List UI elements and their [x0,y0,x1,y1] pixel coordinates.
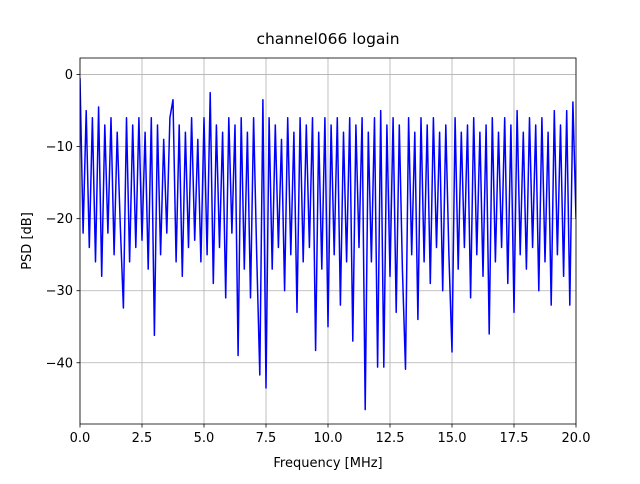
x-tick-label: 5.0 [194,431,215,446]
y-tick-label: −30 [46,284,73,299]
x-tick-label: 2.5 [132,431,153,446]
x-tick-label: 15.0 [438,431,467,446]
x-tick-label: 10.0 [314,431,343,446]
x-tick-label: 12.5 [376,431,405,446]
y-tick-label: 0 [65,68,73,83]
plot-frame [79,57,577,425]
y-tick-label: −20 [46,212,73,227]
y-tick-label: −40 [46,356,73,371]
x-tick-label: 20.0 [562,431,591,446]
x-tick-label: 17.5 [500,431,529,446]
x-axis-label: Frequency [MHz] [273,456,382,471]
x-tick-label: 7.5 [256,431,277,446]
psd-line [80,78,576,411]
y-axis-label: PSD [dB] [20,212,35,270]
y-tick-label: −10 [46,140,73,155]
chart-title: channel066 logain [256,30,399,48]
x-tick-label: 0.0 [70,431,91,446]
